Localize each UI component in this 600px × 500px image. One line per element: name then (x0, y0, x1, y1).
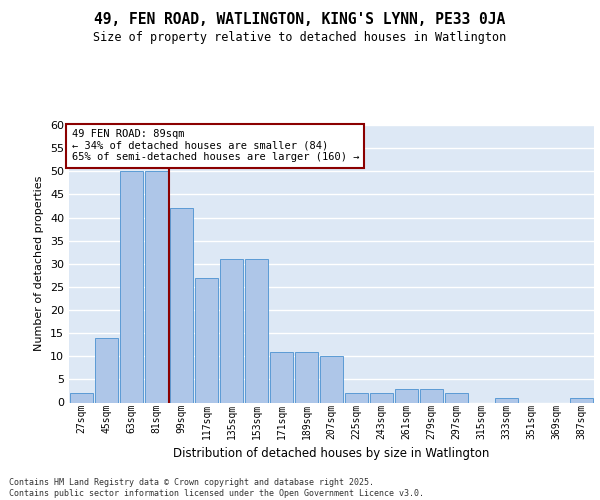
Text: Size of property relative to detached houses in Watlington: Size of property relative to detached ho… (94, 31, 506, 44)
Bar (245, 259, 268, 402)
Bar (395, 388, 418, 402)
Bar (420, 388, 443, 402)
Bar (295, 352, 318, 403)
Bar (70, 393, 93, 402)
Text: Contains HM Land Registry data © Crown copyright and database right 2025.
Contai: Contains HM Land Registry data © Crown c… (9, 478, 424, 498)
Bar (95, 338, 118, 402)
Bar (445, 393, 468, 402)
Bar (170, 208, 193, 402)
Bar (370, 393, 393, 402)
Bar (220, 259, 243, 402)
Text: 49, FEN ROAD, WATLINGTON, KING'S LYNN, PE33 0JA: 49, FEN ROAD, WATLINGTON, KING'S LYNN, P… (94, 12, 506, 28)
X-axis label: Distribution of detached houses by size in Watlington: Distribution of detached houses by size … (173, 448, 490, 460)
Y-axis label: Number of detached properties: Number of detached properties (34, 176, 44, 352)
Bar (345, 393, 368, 402)
Bar (195, 278, 218, 402)
Bar (145, 171, 168, 402)
Bar (570, 398, 593, 402)
Bar (495, 398, 518, 402)
Bar (320, 356, 343, 403)
Text: 49 FEN ROAD: 89sqm
← 34% of detached houses are smaller (84)
65% of semi-detache: 49 FEN ROAD: 89sqm ← 34% of detached hou… (71, 129, 359, 162)
Bar (120, 171, 143, 402)
Bar (270, 352, 293, 403)
